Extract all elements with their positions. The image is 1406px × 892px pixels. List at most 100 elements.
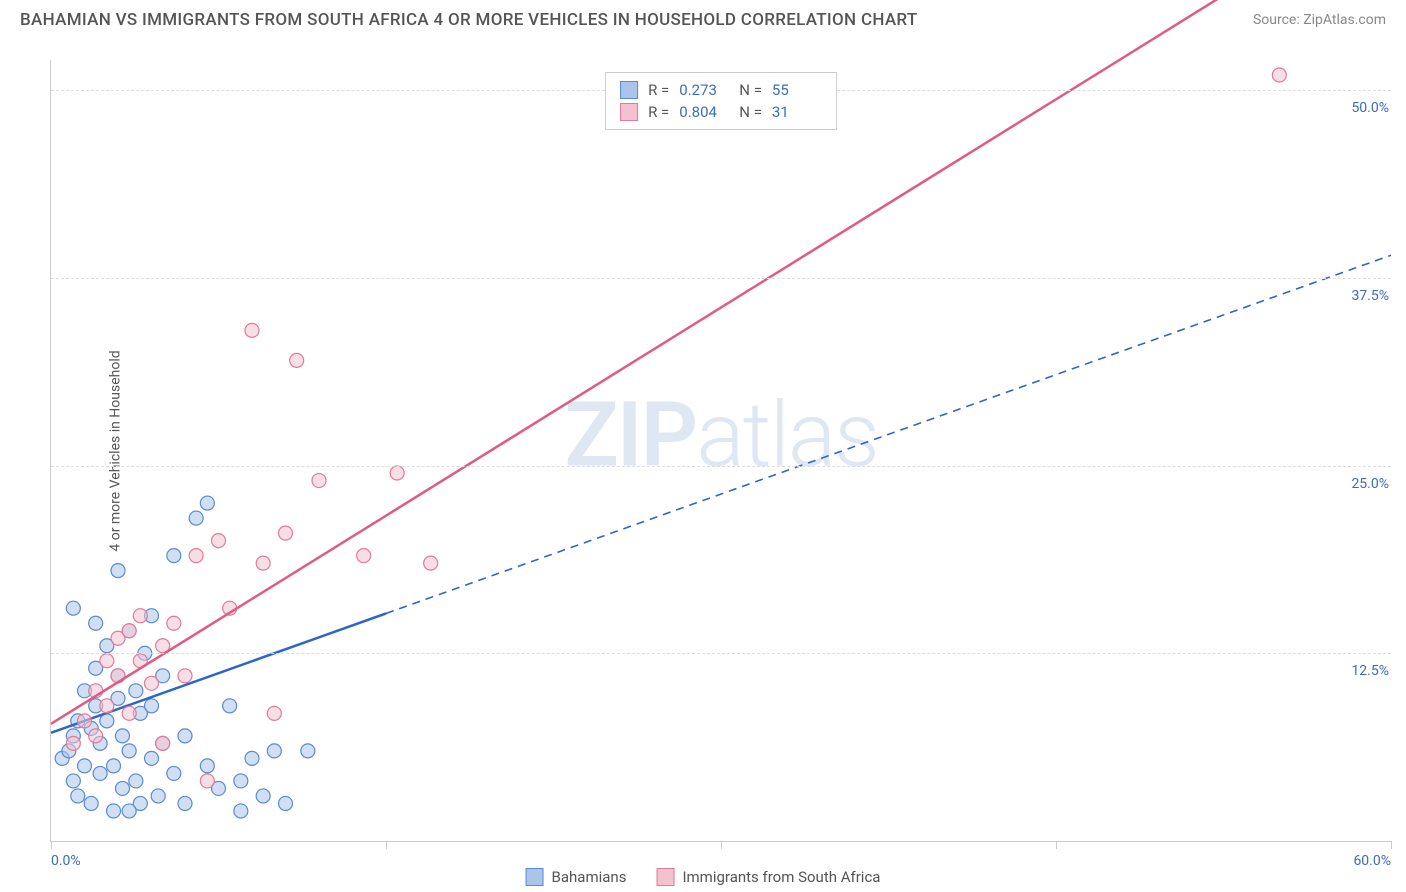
x-axis-min-label: 0.0% <box>51 853 81 869</box>
data-point <box>100 699 114 713</box>
stats-r-value: 0.273 <box>679 81 729 99</box>
legend-swatch-pink <box>656 868 674 886</box>
legend-swatch-blue <box>526 868 544 886</box>
data-point <box>122 744 136 758</box>
data-point <box>111 564 125 578</box>
data-point <box>115 729 129 743</box>
data-point <box>357 549 371 563</box>
x-axis-max-label: 60.0% <box>1353 853 1391 869</box>
gridline <box>51 466 1391 467</box>
data-point <box>424 556 438 570</box>
data-point <box>267 744 281 758</box>
data-point <box>245 323 259 337</box>
stats-n-value: 55 <box>772 81 822 99</box>
stats-swatch-blue <box>620 81 638 99</box>
data-point <box>89 616 103 630</box>
stats-box: R = 0.273 N = 55 R = 0.804 N = 31 <box>605 72 837 130</box>
stats-n-value: 31 <box>772 103 822 121</box>
data-point <box>256 556 270 570</box>
data-point <box>107 759 121 773</box>
plot-svg <box>51 60 1391 841</box>
data-point <box>189 549 203 563</box>
data-point <box>223 699 237 713</box>
data-point <box>66 774 80 788</box>
gridline <box>51 278 1391 279</box>
legend-bottom: Bahamians Immigrants from South Africa <box>526 868 881 886</box>
x-tick <box>386 841 387 849</box>
source-label: Source: ZipAtlas.com <box>1253 12 1386 28</box>
data-point <box>301 744 315 758</box>
data-point <box>84 796 98 810</box>
plot-area: ZIPatlas R = 0.273 N = 55 R = 0.804 N = … <box>50 60 1391 842</box>
data-point <box>245 751 259 765</box>
data-point <box>279 796 293 810</box>
data-point <box>133 609 147 623</box>
data-point <box>145 676 159 690</box>
data-point <box>93 766 107 780</box>
data-point <box>78 759 92 773</box>
data-point <box>107 804 121 818</box>
data-point <box>167 616 181 630</box>
x-tick <box>721 841 722 849</box>
x-tick <box>51 841 52 849</box>
data-point <box>267 706 281 720</box>
data-point <box>66 736 80 750</box>
data-point <box>234 774 248 788</box>
y-tick-label: 25.0% <box>1347 476 1393 492</box>
data-point <box>78 714 92 728</box>
data-point <box>151 789 165 803</box>
data-point <box>71 789 85 803</box>
regression-line-dashed <box>386 255 1391 613</box>
data-point <box>129 774 143 788</box>
data-point <box>312 474 326 488</box>
data-point <box>212 534 226 548</box>
legend-label: Immigrants from South Africa <box>682 868 880 886</box>
data-point <box>200 496 214 510</box>
data-point <box>145 699 159 713</box>
data-point <box>390 466 404 480</box>
data-point <box>178 796 192 810</box>
chart-title: BAHAMIAN VS IMMIGRANTS FROM SOUTH AFRICA… <box>20 10 918 30</box>
stats-n-label: N = <box>739 81 762 99</box>
x-tick <box>1056 841 1057 849</box>
data-point <box>167 766 181 780</box>
stats-r-label: R = <box>648 81 669 99</box>
data-point <box>111 669 125 683</box>
legend-item: Bahamians <box>526 868 627 886</box>
legend-label: Bahamians <box>552 868 627 886</box>
data-point <box>1272 68 1286 82</box>
data-point <box>89 729 103 743</box>
data-point <box>145 751 159 765</box>
y-tick-label: 50.0% <box>1347 100 1393 116</box>
data-point <box>290 353 304 367</box>
data-point <box>256 789 270 803</box>
data-point <box>178 729 192 743</box>
stats-swatch-pink <box>620 103 638 121</box>
data-point <box>122 624 136 638</box>
stats-r-label: R = <box>648 103 669 121</box>
stats-row: R = 0.273 N = 55 <box>620 79 822 101</box>
data-point <box>129 684 143 698</box>
legend-item: Immigrants from South Africa <box>656 868 880 886</box>
x-tick <box>1391 841 1392 849</box>
data-point <box>200 759 214 773</box>
stats-n-label: N = <box>739 103 762 121</box>
chart-container: 4 or more Vehicles in Household ZIPatlas… <box>50 50 1391 852</box>
y-tick-label: 37.5% <box>1347 288 1393 304</box>
stats-r-value: 0.804 <box>679 103 729 121</box>
gridline <box>51 653 1391 654</box>
data-point <box>156 736 170 750</box>
data-point <box>178 669 192 683</box>
data-point <box>200 774 214 788</box>
data-point <box>167 549 181 563</box>
stats-row: R = 0.804 N = 31 <box>620 101 822 123</box>
data-point <box>115 781 129 795</box>
data-point <box>122 804 136 818</box>
data-point <box>100 654 114 668</box>
data-point <box>234 804 248 818</box>
chart-header: BAHAMIAN VS IMMIGRANTS FROM SOUTH AFRICA… <box>0 0 1406 35</box>
data-point <box>122 706 136 720</box>
data-point <box>189 511 203 525</box>
y-tick-label: 12.5% <box>1347 663 1393 679</box>
data-point <box>66 601 80 615</box>
